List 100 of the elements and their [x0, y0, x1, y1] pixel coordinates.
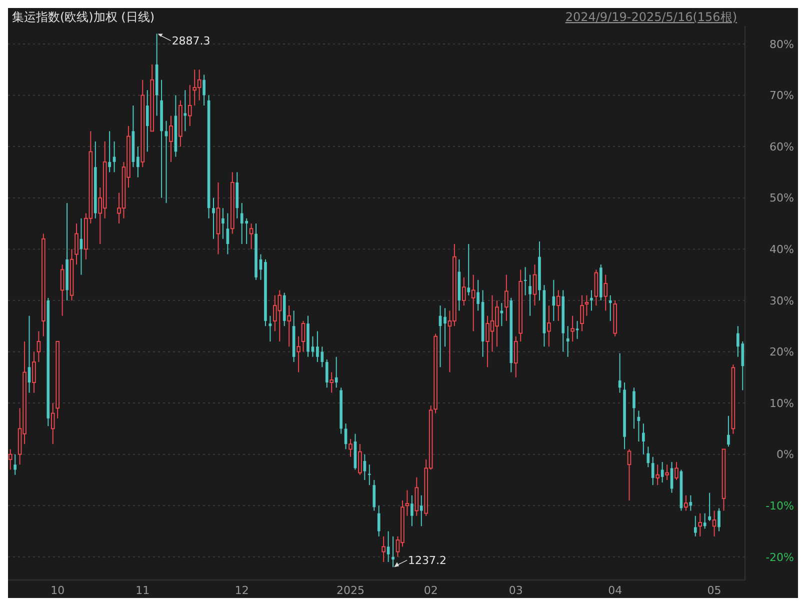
candlestick	[570, 315, 574, 342]
candlestick	[642, 423, 645, 455]
candlestick	[382, 536, 386, 563]
candlestick	[627, 448, 632, 501]
candlestick	[301, 320, 306, 352]
x-tick-label: 10	[50, 584, 65, 597]
x-tick-label: 03	[508, 584, 523, 597]
candlestick	[703, 512, 706, 530]
candlestick	[8, 448, 12, 470]
candlestick	[566, 326, 570, 358]
candlestick	[471, 274, 476, 332]
candlestick	[164, 120, 168, 204]
candlestick	[405, 490, 410, 516]
candlestick	[14, 454, 17, 476]
candlestick	[420, 494, 423, 527]
y-tick-label: -20%	[766, 550, 794, 564]
annotation: 2887.3	[172, 34, 210, 48]
x-tick-label: 12	[234, 584, 249, 597]
candlestick	[32, 351, 36, 394]
candlestick	[532, 264, 537, 306]
candlestick	[348, 438, 352, 458]
candlestick	[718, 508, 720, 532]
candlestick	[136, 146, 140, 178]
y-tick-label: 0%	[776, 448, 794, 462]
candlestick	[60, 264, 64, 316]
candlestick	[316, 330, 319, 362]
candlestick	[660, 462, 664, 484]
candlestick	[386, 530, 390, 563]
candlestick	[325, 358, 328, 388]
annotation: 1237.2	[408, 554, 447, 568]
candlestick	[296, 336, 300, 373]
candlestick	[222, 208, 224, 240]
candlestick	[665, 464, 669, 480]
candlestick	[632, 387, 636, 430]
candlestick	[184, 90, 187, 132]
candlestick	[708, 492, 711, 522]
candlestick	[646, 446, 650, 468]
candlestick	[108, 130, 111, 173]
y-tick-label: 40%	[770, 242, 794, 256]
candlestick	[169, 115, 173, 162]
candlestick	[146, 90, 149, 152]
x-tick-label: 04	[608, 584, 622, 597]
y-tick-label: 60%	[770, 140, 794, 154]
chart-subtitle: 2024/9/19-2025/5/16(156根)	[565, 10, 737, 24]
chart-title: 集运指数(欧线)加权 (日线)	[12, 10, 155, 24]
candlestick	[694, 515, 697, 537]
candlestick	[36, 330, 41, 362]
x-tick-label: 02	[424, 584, 438, 597]
y-tick-label: 30%	[770, 294, 794, 308]
candlestick	[287, 305, 292, 348]
candlestick	[556, 290, 560, 322]
candlestick	[604, 274, 608, 312]
candlestick	[514, 336, 518, 378]
candlestick	[392, 536, 394, 568]
candlestick	[500, 302, 504, 327]
candlestick	[552, 279, 556, 322]
candlestick	[467, 244, 470, 296]
y-tick-label: 70%	[770, 89, 794, 102]
candlestick	[444, 308, 446, 348]
candlestick	[580, 294, 584, 332]
candlestick	[50, 402, 55, 445]
y-tick-label: -10%	[766, 499, 794, 512]
candlestick	[608, 294, 612, 322]
candlestick	[528, 274, 532, 316]
candlestick	[320, 346, 324, 368]
x-tick-label: 11	[136, 584, 150, 597]
candlestick	[656, 464, 660, 486]
candlestick	[712, 510, 716, 537]
candlestick	[334, 356, 338, 388]
candlestick	[249, 222, 254, 250]
candlestick	[698, 512, 702, 537]
candlestick	[368, 464, 371, 486]
candlestick	[372, 479, 376, 512]
candlestick	[330, 372, 334, 394]
y-tick-label: 10%	[770, 396, 794, 410]
y-tick-label: 80%	[770, 38, 794, 51]
candlestick	[674, 462, 678, 480]
candlestick	[727, 415, 730, 448]
candlestick	[651, 456, 654, 486]
candlestick	[476, 279, 480, 312]
x-tick-label: 05	[707, 584, 722, 597]
candlestick	[188, 84, 192, 127]
candlestick	[410, 494, 414, 527]
y-tick-label: 20%	[770, 346, 794, 359]
candlestick	[414, 476, 419, 516]
candlestick	[594, 269, 598, 306]
candlestick	[547, 305, 551, 348]
candlestick	[584, 294, 589, 316]
candlestick	[358, 444, 362, 476]
candlestick	[504, 274, 508, 322]
candlestick	[684, 494, 688, 512]
candlestick	[202, 74, 206, 106]
candlestick	[363, 454, 366, 480]
candlestick	[212, 197, 215, 240]
y-tick-label: 50%	[770, 192, 794, 205]
x-tick-label: 2025	[336, 584, 365, 597]
candlestick	[590, 290, 593, 312]
candlestick	[377, 505, 380, 537]
candlestick	[462, 276, 466, 306]
candlestick	[74, 222, 78, 266]
